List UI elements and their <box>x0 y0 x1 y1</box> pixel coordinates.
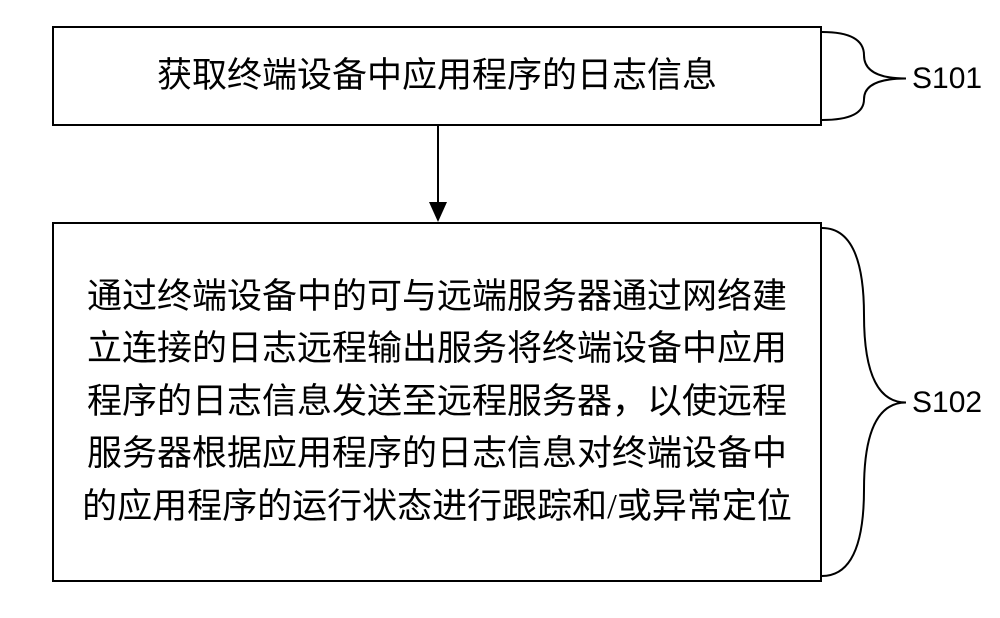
diagram-canvas: 获取终端设备中应用程序的日志信息 通过终端设备中的可与远端服务器通过网络建立连接… <box>0 0 1000 618</box>
connector-s102 <box>0 0 1000 618</box>
